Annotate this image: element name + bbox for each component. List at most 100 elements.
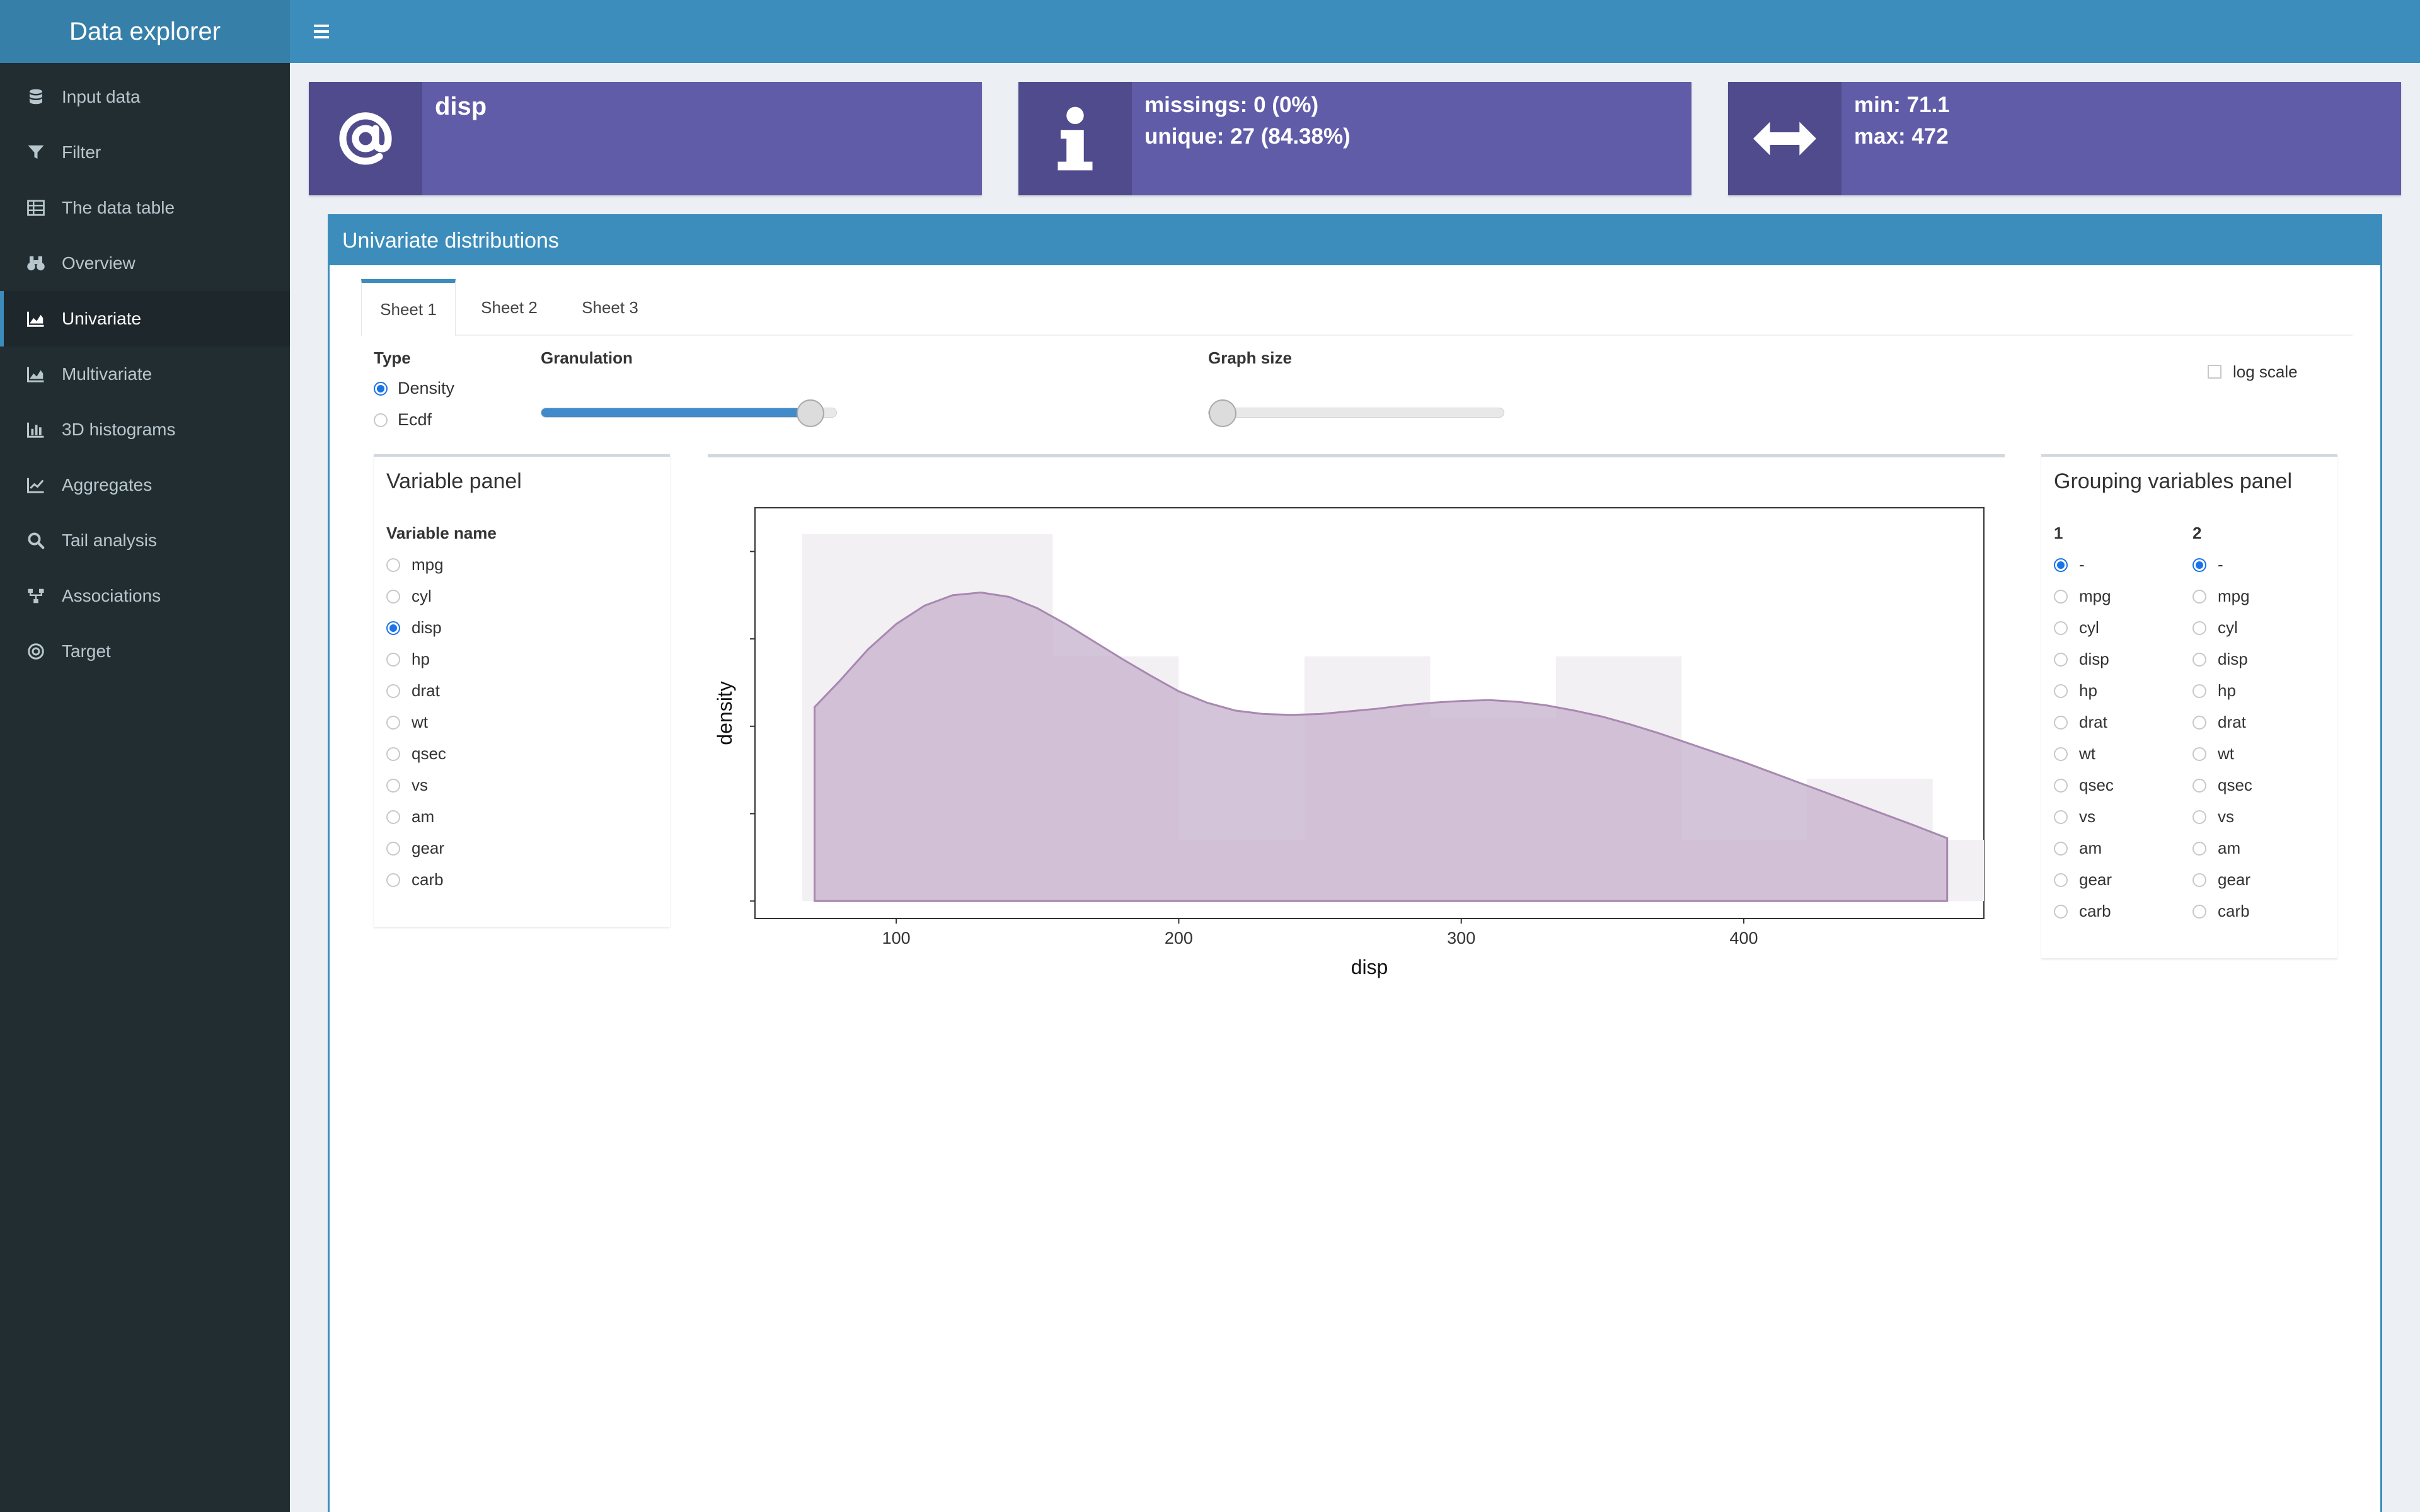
grouping1-option-hp[interactable]: hp [2054,681,2097,701]
arrows-h-icon [1728,82,1841,195]
grouping1-option-qsec[interactable]: qsec [2054,776,2114,795]
variable-option-label: wt [412,713,428,731]
grouping-option-label: hp [2079,681,2097,700]
radio-selected-icon [386,621,400,635]
radio-unselected-icon [2054,715,2068,730]
grouping-option-label: carb [2218,902,2250,920]
radio-unselected-icon [2054,778,2068,793]
type-ecdf-radio[interactable]: Ecdf [374,410,432,430]
grouping2-option-cyl[interactable]: cyl [2192,618,2238,638]
filter-icon [28,145,44,159]
infobox-range: min: 71.1 max: 472 [1728,82,2401,195]
variable-option-drat[interactable]: drat [386,681,440,701]
radio-selected-icon [2192,558,2206,572]
sidebar-item-label: Overview [62,253,135,273]
sheet-tabs: Sheet 1 Sheet 2 Sheet 3 [361,279,2353,336]
grouping2-option-wt[interactable]: wt [2192,744,2234,764]
sidebar-item-associations[interactable]: Associations [0,568,290,624]
radio-unselected-icon [2054,589,2068,604]
variable-option-label: cyl [412,587,432,605]
grouping1-option-mpg[interactable]: mpg [2054,587,2111,606]
sidebar-item-3d-histograms[interactable]: 3D histograms [0,402,290,457]
area-chart-icon [27,311,44,327]
variable-option-wt[interactable]: wt [386,713,428,732]
y-axis-label: density [713,681,736,745]
sidebar-item-target[interactable]: Target [0,624,290,679]
grouping-option-label: vs [2079,807,2095,826]
grouping-option-label: carb [2079,902,2111,920]
sidebar-toggle-icon[interactable] [309,19,334,44]
sidebar-item-filter[interactable]: Filter [0,125,290,180]
tab-sheet-1[interactable]: Sheet 1 [361,279,456,336]
app-title[interactable]: Data explorer [0,0,290,63]
grouping2-option-none[interactable]: - [2192,555,2223,575]
grouping-option-label: drat [2218,713,2246,731]
grouping-option-label: gear [2079,870,2112,889]
grouping2-option-mpg[interactable]: mpg [2192,587,2250,606]
infobox-min-text: min: 71.1 [1854,93,1950,117]
variable-option-label: drat [412,681,440,700]
grouping1-option-wt[interactable]: wt [2054,744,2095,764]
grouping1-option-vs[interactable]: vs [2054,807,2095,827]
sidebar-item-tail-analysis[interactable]: Tail analysis [0,513,290,568]
sidebar-item-multivariate[interactable]: Multivariate [0,346,290,402]
grouping-option-label: qsec [2079,776,2114,794]
grouping2-option-qsec[interactable]: qsec [2192,776,2252,795]
variable-option-mpg[interactable]: mpg [386,555,444,575]
granulation-slider[interactable] [541,399,837,427]
grouping1-option-drat[interactable]: drat [2054,713,2107,732]
grouping1-option-cyl[interactable]: cyl [2054,618,2099,638]
grouping2-option-carb[interactable]: carb [2192,902,2250,921]
radio-unselected-icon [2054,904,2068,919]
sidebar-item-input-data[interactable]: Input data [0,69,290,125]
radio-selected-icon [2054,558,2068,572]
radio-unselected-icon [2192,715,2206,730]
plot-panel: 100 200 300 400 disp density [708,454,2005,1084]
graph-size-slider[interactable] [1208,399,1504,427]
grouping1-option-gear[interactable]: gear [2054,870,2112,890]
log-scale-checkbox[interactable] [2208,365,2221,379]
grouping-option-label: - [2079,555,2085,574]
grouping1-option-carb[interactable]: carb [2054,902,2111,921]
slider-handle[interactable] [796,399,824,427]
variable-option-hp[interactable]: hp [386,650,430,669]
infobox-unique-text: unique: 27 (84.38%) [1144,124,1351,149]
grouping2-option-am[interactable]: am [2192,839,2240,858]
grouping2-option-drat[interactable]: drat [2192,713,2246,732]
variable-option-carb[interactable]: carb [386,870,444,890]
radio-unselected-icon [386,778,400,793]
infobox-missing-unique: missings: 0 (0%) unique: 27 (84.38%) [1018,82,1691,195]
grouping2-option-vs[interactable]: vs [2192,807,2234,827]
variable-option-am[interactable]: am [386,807,434,827]
grouping1-option-am[interactable]: am [2054,839,2102,858]
radio-unselected-icon [386,558,400,572]
grouping2-option-gear[interactable]: gear [2192,870,2250,890]
variable-option-label: disp [412,618,442,637]
variable-option-cyl[interactable]: cyl [386,587,432,606]
x-tick-label: 400 [1729,929,1758,948]
radio-unselected-icon [386,810,400,824]
at-icon [309,82,422,195]
radio-unselected-icon [2192,652,2206,667]
radio-unselected-icon [2192,904,2206,919]
sidebar-item-univariate[interactable]: Univariate [0,291,290,346]
type-density-radio[interactable]: Density [374,379,454,398]
grouping1-option-disp[interactable]: disp [2054,650,2109,669]
grouping1-option-none[interactable]: - [2054,555,2085,575]
sidebar-item-overview[interactable]: Overview [0,236,290,291]
tab-sheet-2[interactable]: Sheet 2 [481,297,538,317]
tab-sheet-3[interactable]: Sheet 3 [582,297,638,317]
variable-option-qsec[interactable]: qsec [386,744,446,764]
sidebar-item-data-table[interactable]: The data table [0,180,290,236]
grouping-option-label: am [2079,839,2102,857]
slider-handle[interactable] [1209,399,1236,427]
sidebar-item-aggregates[interactable]: Aggregates [0,457,290,513]
grouping2-option-hp[interactable]: hp [2192,681,2236,701]
radio-unselected-icon [386,589,400,604]
variable-option-vs[interactable]: vs [386,776,428,795]
bullseye-icon [28,643,44,660]
grouping2-option-disp[interactable]: disp [2192,650,2248,669]
variable-option-gear[interactable]: gear [386,839,444,858]
variable-option-disp[interactable]: disp [386,618,442,638]
grouping-option-label: wt [2218,744,2234,763]
